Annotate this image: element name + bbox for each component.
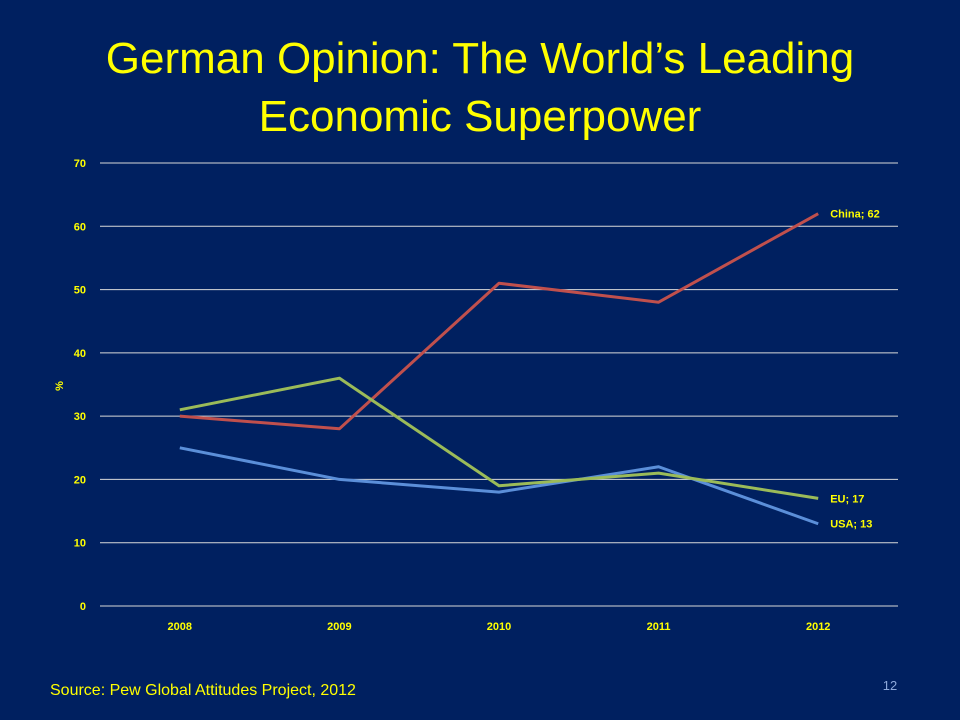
data-labels: USA; 13 China; 62 EU; 17 [830, 209, 880, 531]
x-tick-label: 2011 [647, 621, 671, 633]
page-number: 12 [882, 678, 898, 693]
series-line-eu [179, 376, 819, 500]
x-tick-label: 2012 [806, 621, 830, 633]
y-tick-label: 10 [74, 538, 86, 550]
x-tick-label: 2008 [168, 621, 192, 633]
y-tick-label: 20 [74, 474, 86, 486]
y-tick-label: 40 [74, 348, 86, 360]
y-tick-label: 30 [74, 411, 86, 423]
data-label-china: China; 62 [830, 209, 880, 221]
x-tick-labels: 2008 2009 2010 2011 2012 [168, 621, 831, 633]
page-title: German Opinion: The World’s Leading Econ… [0, 30, 960, 146]
data-label-eu: EU; 17 [830, 493, 864, 505]
data-label-usa: USA; 13 [830, 519, 872, 531]
y-tick-label: 60 [74, 221, 86, 233]
title-line-2: Economic Superpower [258, 92, 702, 141]
x-tick-label: 2009 [327, 621, 351, 633]
y-tick-label: 70 [74, 158, 86, 170]
series-lines [179, 212, 819, 526]
y-axis-label: % [54, 381, 66, 391]
series-line-usa [179, 446, 819, 526]
x-tick-label: 2010 [487, 621, 511, 633]
y-tick-labels: 0 10 20 30 40 50 60 70 [74, 158, 86, 613]
series-line-china [179, 212, 819, 431]
y-tick-label: 0 [80, 601, 86, 613]
source-note: Source: Pew Global Attitudes Project, 20… [50, 682, 356, 699]
gridlines [100, 162, 898, 607]
y-tick-label: 50 [74, 285, 86, 297]
title-line-1: German Opinion: The World’s Leading [105, 34, 855, 83]
